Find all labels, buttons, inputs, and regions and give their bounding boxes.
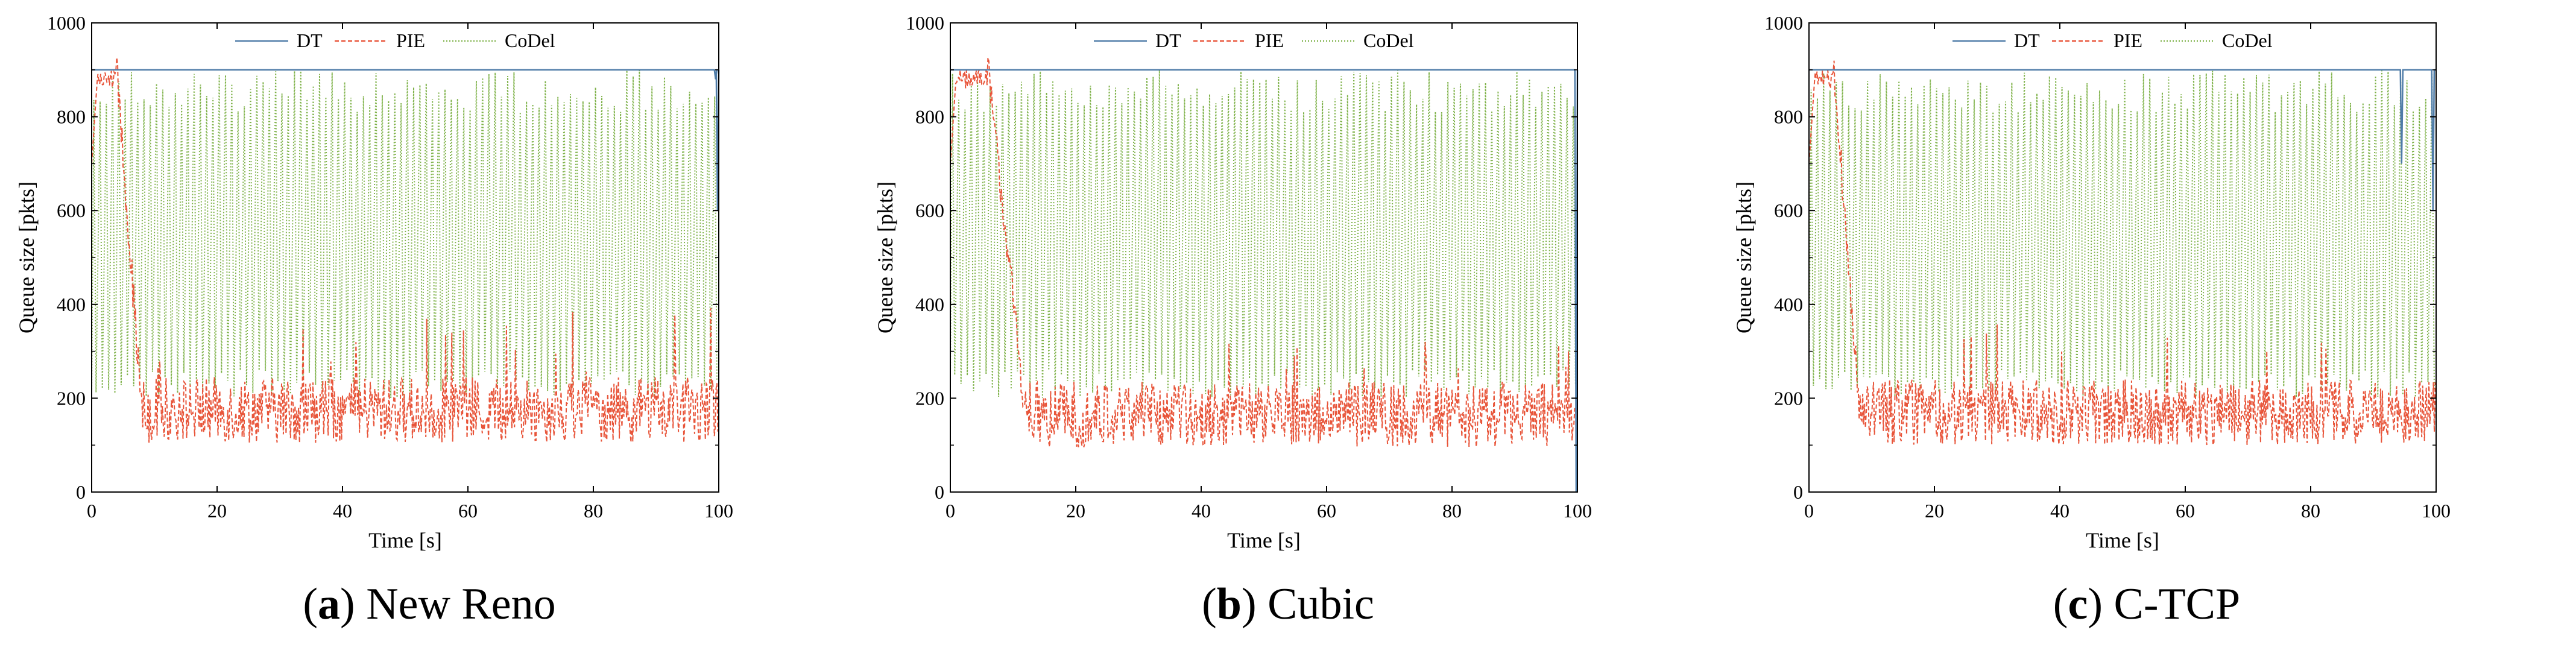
y-tick-label: 400	[57, 294, 86, 315]
y-tick-label: 400	[1774, 294, 1803, 315]
legend-label-dt: DT	[297, 30, 323, 51]
x-tick-label: 60	[458, 500, 478, 522]
x-tick-label: 20	[1066, 500, 1085, 522]
x-tick-label: 80	[1442, 500, 1462, 522]
y-tick-label: 0	[76, 481, 86, 503]
caption-text-b: Cubic	[1267, 579, 1374, 629]
chart-panel-a: 0 20 40 60 80 100 0 200 400 600 800 1000 Time [s] Que…	[0, 0, 859, 647]
y-tick-label: 1000	[906, 12, 944, 34]
caption-letter-c: c	[2068, 579, 2088, 629]
y-tick-label: 600	[57, 200, 86, 221]
caption-letter-a: a	[318, 579, 341, 629]
y-tick-label: 400	[915, 294, 944, 315]
legend-label-codel: CoDel	[505, 30, 555, 51]
y-tick-label: 600	[915, 200, 944, 221]
x-tick-label: 40	[2050, 500, 2069, 522]
x-tick-label: 100	[2422, 500, 2451, 522]
caption-c: (c) C-TCP	[2053, 579, 2241, 629]
pie-series-line	[91, 57, 719, 443]
legend-label-pie: PIE	[1255, 30, 1284, 51]
y-tick-label: 200	[57, 387, 86, 409]
legend-label-dt: DT	[1155, 30, 1181, 51]
y-tick-label: 800	[57, 106, 86, 128]
caption-text-c: C-TCP	[2114, 579, 2241, 629]
caption-b: (b) Cubic	[1202, 579, 1374, 629]
x-tick-label: 60	[1317, 500, 1336, 522]
x-tick-label: 60	[2176, 500, 2195, 522]
x-tick-label: 0	[1804, 500, 1814, 522]
y-axis-label: Queue size [pkts]	[873, 181, 897, 333]
x-tick-label: 20	[1925, 500, 1944, 522]
y-tick-label: 800	[915, 106, 944, 128]
x-tick-label: 0	[87, 500, 96, 522]
x-tick-label: 40	[333, 500, 352, 522]
legend-label-pie: PIE	[2114, 30, 2142, 51]
y-tick-label: 800	[1774, 106, 1803, 128]
legend-label-codel: CoDel	[1363, 30, 1414, 51]
x-tick-label: 80	[584, 500, 603, 522]
y-tick-label: 1000	[47, 12, 86, 34]
pie-series-line	[950, 57, 1578, 447]
y-axis-label: Queue size [pkts]	[1732, 181, 1756, 333]
y-tick-label: 600	[1774, 200, 1803, 221]
codel-series-line	[1808, 71, 2435, 397]
dt-series-line	[1809, 69, 2436, 211]
caption-text-a: New Reno	[366, 579, 556, 629]
codel-series-line	[950, 70, 1576, 398]
legend-label-dt: DT	[2014, 30, 2040, 51]
caption-letter-b: b	[1216, 579, 1242, 629]
legend-label-pie: PIE	[396, 30, 425, 51]
x-axis-label: Time [s]	[1227, 528, 1301, 552]
x-tick-label: 20	[207, 500, 227, 522]
x-tick-label: 40	[1192, 500, 1211, 522]
chart-panel-c: 0 20 40 60 80 100 0 200 400 600 800 1000 Time [s] Que…	[1717, 0, 2576, 647]
x-tick-label: 80	[2301, 500, 2320, 522]
legend-label-codel: CoDel	[2222, 30, 2273, 51]
x-axis-label: Time [s]	[368, 528, 442, 552]
x-tick-label: 100	[704, 500, 733, 522]
x-tick-label: 100	[1563, 500, 1592, 522]
pie-series-line	[1808, 60, 2437, 446]
y-axis-label: Queue size [pkts]	[14, 181, 39, 333]
caption-a: (a) New Reno	[303, 579, 556, 629]
chart-panel-b: 0 20 40 60 80 100 0 200 400 600 800 1000 Time [s] Que…	[859, 0, 1717, 647]
y-tick-label: 0	[1793, 481, 1803, 503]
dt-series-line	[950, 69, 1579, 493]
y-tick-label: 1000	[1764, 12, 1803, 34]
y-tick-label: 0	[935, 481, 944, 503]
y-tick-label: 200	[1774, 387, 1803, 409]
y-tick-label: 200	[915, 387, 944, 409]
x-tick-label: 0	[945, 500, 955, 522]
codel-series-line	[91, 70, 718, 399]
x-axis-label: Time [s]	[2086, 528, 2159, 552]
